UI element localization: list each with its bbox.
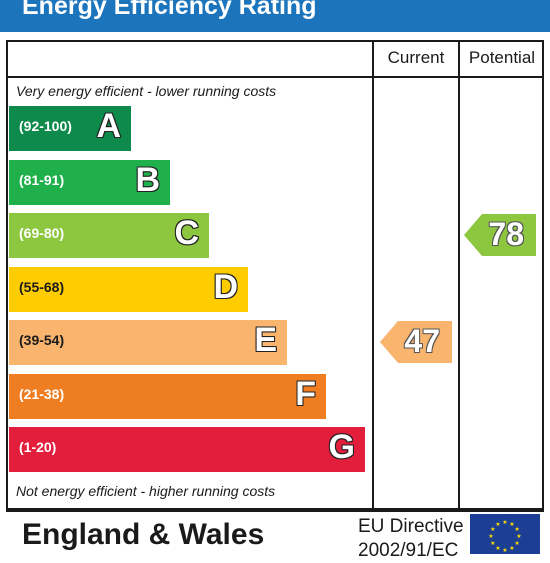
footer-divider [6,510,544,512]
band-letter-label: A [96,107,121,145]
eu-star-icon: ★ [509,545,514,552]
potential-rating-arrow: 78 [464,214,536,256]
band-range-label: (55-68) [19,278,65,295]
band-c: (69-80) C [9,213,209,258]
directive-label: EU Directive 2002/91/EC [358,515,464,563]
bottom-note: Not energy efficient - higher running co… [16,483,276,499]
eu-star-icon: ★ [495,545,500,552]
band-letter-label: F [295,374,316,413]
band-letter-label: B [135,160,160,199]
top-note: Very energy efficient - lower running co… [16,83,277,99]
band-range-label: (69-80) [19,225,65,241]
band-a: (92-100) A [9,106,131,151]
band-letter-label: D [213,267,238,306]
current-rating-value: 47 [404,323,440,359]
band-range-label: (1-20) [19,439,57,455]
band-range-label: (92-100) [19,118,72,134]
current-column-divider [372,40,374,510]
header-divider [6,76,544,78]
band-range-label: (81-91) [19,171,65,188]
eu-star-icon: ★ [509,521,514,528]
eu-flag-background [470,514,540,554]
directive-line-1: EU Directive [358,516,464,537]
potential-rating-value: 78 [488,216,524,252]
band-b: (81-91) B [9,159,170,205]
rating-frame [6,40,544,510]
band-d: (55-68) D [9,266,248,312]
directive-line-2: 2002/91/EC [358,540,459,561]
band-letter-label: C [174,214,199,252]
eu-star-icon: ★ [490,526,495,533]
band-f: (21-38) F [9,373,326,419]
chart-title: Energy Efficiency Rating [22,0,317,20]
potential-column-header: Potential [468,48,536,67]
eu-star-icon: ★ [502,547,507,554]
band-range-label: (39-54) [19,332,65,348]
eu-star-icon: ★ [516,533,521,540]
band-range-label: (21-38) [19,385,65,402]
eu-star-icon: ★ [490,540,495,547]
potential-arrow-shape [464,214,536,256]
eu-star-icon: ★ [488,533,493,540]
current-arrow-shape [380,321,452,363]
band-letter-label: E [254,321,277,359]
eu-star-icon: ★ [495,521,500,528]
eu-star-icon: ★ [502,519,507,526]
current-rating-arrow: 47 [380,321,452,363]
potential-column-divider [458,40,460,510]
band-e: (39-54) E [9,320,287,365]
title-bar: Energy Efficiency Rating [0,0,550,32]
current-column-header: Current [387,48,445,67]
band-g: (1-20) G [9,427,365,472]
band-letter-label: G [328,428,355,466]
eu-star-icon: ★ [514,526,519,533]
region-label: England & Wales [22,518,265,551]
eu-star-icon: ★ [514,540,519,547]
eu-flag-icon: ★ ★ ★ ★ ★ ★ ★ ★ ★ ★ ★ ★ [470,514,540,554]
